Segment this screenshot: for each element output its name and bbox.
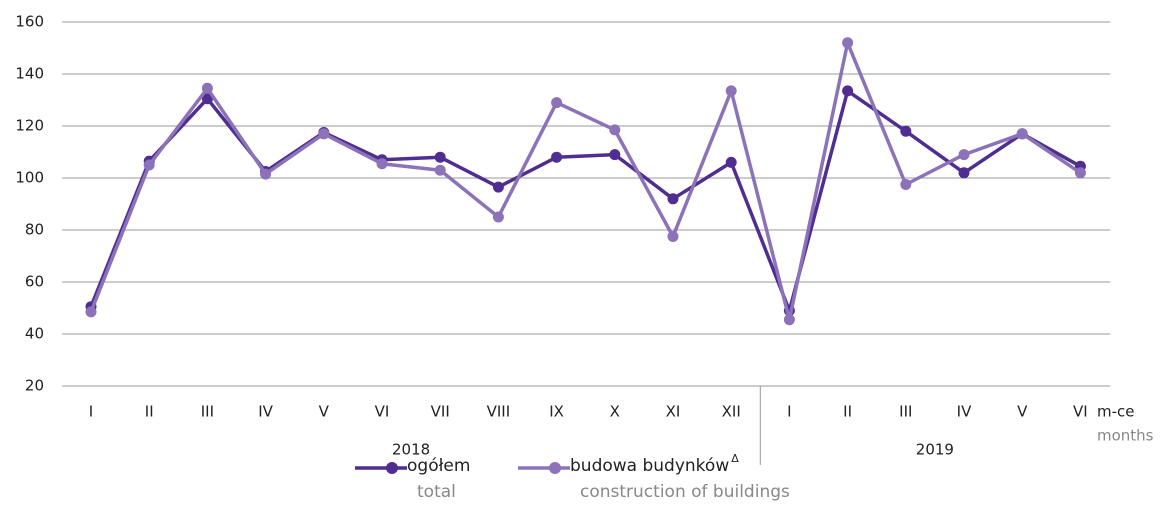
y-tick-label: 20 bbox=[25, 377, 44, 395]
data-point bbox=[900, 179, 912, 190]
y-tick-label: 100 bbox=[15, 169, 44, 187]
data-point bbox=[842, 85, 854, 97]
x-tick-label: XII bbox=[722, 403, 741, 421]
data-point bbox=[376, 158, 388, 170]
data-point bbox=[667, 231, 679, 242]
x-tick-label: V bbox=[319, 403, 330, 421]
x-tick-label: I bbox=[89, 403, 93, 421]
data-point bbox=[725, 85, 737, 97]
x-tick-label: VIII bbox=[487, 403, 511, 421]
x-axis-label-en: months bbox=[1097, 427, 1154, 445]
x-tick-label: VI bbox=[1073, 403, 1088, 421]
data-point bbox=[842, 37, 854, 49]
legend-label: budowa budynków bbox=[570, 456, 729, 476]
x-tick-label: IV bbox=[258, 403, 273, 421]
data-point bbox=[783, 314, 795, 326]
y-tick-label: 80 bbox=[25, 221, 44, 239]
y-tick-label: 60 bbox=[25, 273, 44, 291]
data-point bbox=[201, 93, 213, 105]
legend-mark: Δ bbox=[731, 452, 739, 465]
y-tick-label: 120 bbox=[15, 117, 44, 135]
x-tick-label: I bbox=[787, 403, 791, 421]
data-point bbox=[1016, 128, 1028, 140]
data-point bbox=[85, 306, 97, 318]
x-tick-label: IV bbox=[957, 403, 972, 421]
x-tick-label: III bbox=[899, 403, 912, 421]
data-point bbox=[1074, 167, 1086, 179]
series-line bbox=[89, 89, 1082, 313]
data-point bbox=[958, 167, 970, 179]
x-tick-label: IX bbox=[549, 403, 564, 421]
x-tick-label: III bbox=[201, 403, 214, 421]
y-tick-label: 160 bbox=[15, 13, 44, 31]
y-tick-label: 40 bbox=[25, 325, 44, 343]
legend-label-en: construction of buildings bbox=[580, 482, 790, 502]
x-tick-label: V bbox=[1017, 403, 1028, 421]
legend-dot bbox=[549, 462, 561, 474]
x-group-label: 2018 bbox=[392, 441, 430, 459]
x-tick-label: VII bbox=[431, 403, 450, 421]
data-point bbox=[958, 149, 970, 161]
x-tick-label: II bbox=[843, 403, 852, 421]
data-point bbox=[551, 151, 563, 163]
x-axis-label: m-ce bbox=[1097, 403, 1135, 421]
legend-label-en: total bbox=[417, 482, 456, 502]
series-line bbox=[89, 41, 1082, 322]
legend-label: ogółem bbox=[407, 456, 470, 476]
x-tick-label: XI bbox=[666, 403, 681, 421]
x-tick-label: X bbox=[610, 403, 620, 421]
data-point bbox=[725, 156, 737, 168]
data-point bbox=[492, 181, 504, 193]
x-group-label: 2019 bbox=[916, 441, 954, 459]
data-point bbox=[667, 193, 679, 205]
data-point bbox=[900, 125, 912, 137]
data-point bbox=[434, 151, 446, 163]
data-point bbox=[609, 124, 621, 136]
y-tick-label: 140 bbox=[15, 65, 44, 83]
data-point bbox=[551, 97, 563, 109]
data-point bbox=[318, 128, 330, 140]
data-point bbox=[434, 164, 446, 176]
data-point bbox=[609, 149, 621, 161]
data-point bbox=[143, 159, 155, 171]
data-point bbox=[492, 211, 504, 223]
x-tick-label: II bbox=[145, 403, 154, 421]
data-point bbox=[201, 82, 213, 94]
x-tick-label: VI bbox=[375, 403, 390, 421]
legend-dot bbox=[386, 462, 398, 474]
data-point bbox=[260, 168, 272, 180]
